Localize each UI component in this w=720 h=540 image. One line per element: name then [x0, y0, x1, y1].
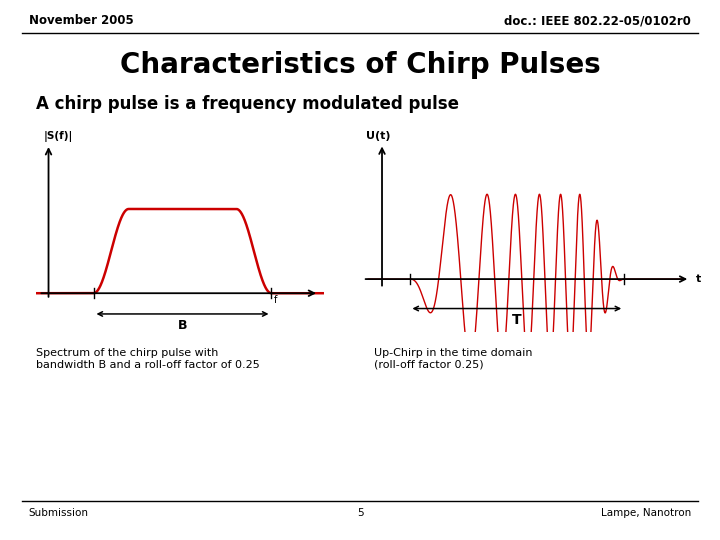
Text: doc.: IEEE 802.22-05/0102r0: doc.: IEEE 802.22-05/0102r0	[504, 14, 691, 27]
Text: A chirp pulse is a frequency modulated pulse: A chirp pulse is a frequency modulated p…	[36, 94, 459, 113]
Text: November 2005: November 2005	[29, 14, 133, 27]
Text: B: B	[178, 319, 187, 332]
Text: T: T	[512, 313, 521, 327]
Text: 5: 5	[356, 508, 364, 518]
Text: Spectrum of the chirp pulse with
bandwidth B and a roll-off factor of 0.25: Spectrum of the chirp pulse with bandwid…	[36, 348, 260, 370]
Text: Submission: Submission	[29, 508, 89, 518]
Text: Up-Chirp in the time domain
(roll-off factor 0.25): Up-Chirp in the time domain (roll-off fa…	[374, 348, 533, 370]
Text: Characteristics of Chirp Pulses: Characteristics of Chirp Pulses	[120, 51, 600, 79]
Text: Lampe, Nanotron: Lampe, Nanotron	[601, 508, 691, 518]
Text: f: f	[274, 294, 277, 305]
Text: |S(f)|: |S(f)|	[43, 131, 73, 141]
Text: U(t): U(t)	[366, 131, 390, 141]
Text: t: t	[696, 274, 701, 284]
